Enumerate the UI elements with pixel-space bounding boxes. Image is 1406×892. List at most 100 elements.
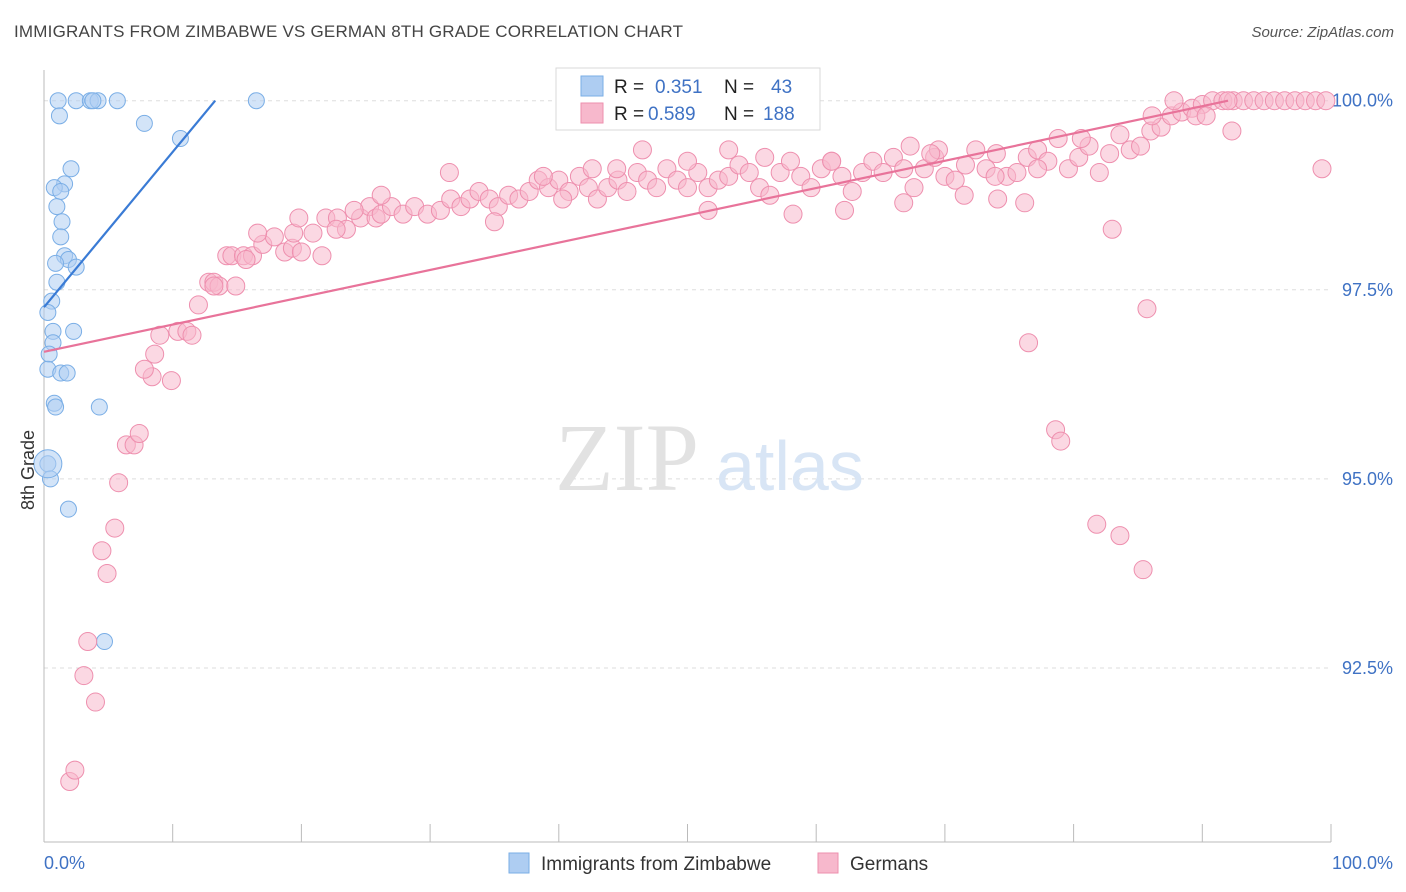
germans-point — [1110, 125, 1130, 145]
germans-point — [248, 223, 268, 243]
zimbabwe-trend-line — [43, 99, 217, 308]
chart-source: Source: ZipAtlas.com — [1251, 24, 1394, 41]
germans-point — [264, 227, 284, 247]
watermark-zip: ZIP — [555, 404, 699, 511]
germans-point — [1110, 526, 1130, 546]
germans-point — [1089, 163, 1109, 183]
germans-point — [1137, 299, 1157, 319]
germans-point — [842, 181, 862, 201]
zimbabwe-point — [90, 398, 108, 416]
zimbabwe-point — [95, 633, 113, 651]
chart-title: IMMIGRANTS FROM ZIMBABWE VS GERMAN 8TH G… — [14, 22, 684, 41]
germans-point — [607, 159, 627, 179]
germans-point — [986, 144, 1006, 164]
legend-swatch-blue — [580, 75, 604, 97]
zimbabwe-point — [52, 182, 70, 200]
zimbabwe-point — [48, 198, 66, 216]
germans-point — [326, 219, 346, 239]
zimbabwe-point — [47, 398, 65, 416]
y-tick-label: 92.5% — [1342, 658, 1393, 678]
germans-point — [894, 193, 914, 213]
germans-point — [985, 166, 1005, 186]
germans-point — [1196, 106, 1216, 126]
germans-point — [945, 170, 965, 190]
germans-trend-line — [43, 99, 1229, 353]
germans-point — [289, 208, 309, 228]
germans-point — [226, 276, 246, 296]
series-legend-label-zimbabwe: Immigrants from Zimbabwe — [541, 854, 771, 875]
legend-r-label-1: R = — [614, 77, 644, 98]
germans-point — [484, 212, 504, 232]
germans-point — [129, 424, 149, 444]
y-tick-label: 100.0% — [1332, 91, 1393, 111]
series-legend-swatch-germans — [817, 852, 839, 874]
y-axis-label: 8th Grade — [18, 430, 38, 510]
germans-point — [182, 325, 202, 345]
zimbabwe-point — [53, 213, 71, 231]
series-legend-swatch-zimbabwe — [508, 852, 530, 874]
germans-point — [988, 189, 1008, 209]
germans-point — [1312, 159, 1332, 179]
series-legend-label-germans: Germans — [850, 854, 928, 875]
legend-r-label-2: R = — [614, 104, 644, 125]
germans-point — [291, 242, 311, 262]
germans-point — [1087, 514, 1107, 534]
germans-point — [371, 185, 391, 205]
zimbabwe-point — [50, 107, 68, 125]
germans-point — [900, 136, 920, 156]
zimbabwe-point — [52, 228, 70, 246]
y-tick-label: 95.0% — [1342, 469, 1393, 489]
zimbabwe-point — [62, 160, 80, 178]
germans-point — [1316, 91, 1336, 111]
germans-point — [78, 632, 98, 652]
germans-point — [632, 140, 652, 160]
germans-point — [109, 473, 129, 493]
stats-legend: R = 0.351 N = 43 R = 0.589 N = 188 — [555, 67, 821, 131]
germans-point — [1164, 91, 1184, 111]
germans-point — [582, 159, 602, 179]
x-tick-label: 0.0% — [44, 853, 85, 873]
watermark-atlas: atlas — [716, 427, 864, 505]
germans-point — [755, 147, 775, 167]
germans-point — [1071, 129, 1091, 149]
germans-point — [74, 666, 94, 686]
germans-point — [1133, 560, 1153, 580]
y-tick-label: 97.5% — [1342, 280, 1393, 300]
germans-point — [97, 563, 117, 583]
germans-point — [1007, 163, 1027, 183]
germans-point — [344, 200, 364, 220]
germans-point — [161, 371, 181, 391]
germans-point — [760, 185, 780, 205]
trend-lines — [43, 99, 1229, 353]
legend-swatch-pink — [580, 102, 604, 124]
germans-point — [647, 178, 667, 198]
legend-n-value-2: 188 — [763, 104, 795, 125]
zimbabwe-point — [247, 92, 265, 110]
germans-point — [921, 144, 941, 164]
germans-point — [303, 223, 323, 243]
legend-n-label-2: N = — [724, 104, 754, 125]
zimbabwe-point — [33, 449, 63, 479]
legend-r-value-2: 0.589 — [648, 104, 696, 125]
germans-point — [145, 344, 165, 364]
germans-point — [134, 359, 154, 379]
germans-point — [780, 151, 800, 171]
legend-n-value-1: 43 — [771, 77, 792, 98]
germans-point — [312, 246, 332, 266]
zimbabwe-point — [49, 92, 67, 110]
germans-point — [188, 295, 208, 315]
zimbabwe-point — [67, 92, 85, 110]
watermark: ZIP atlas — [555, 404, 864, 511]
germans-point — [719, 140, 739, 160]
zimbabwe-point — [108, 92, 126, 110]
germans-point — [822, 151, 842, 171]
germans-point — [533, 166, 553, 186]
germans-point — [835, 200, 855, 220]
zimbabwe-point — [47, 254, 65, 272]
legend-n-label-1: N = — [724, 77, 754, 98]
zimbabwe-point — [48, 273, 66, 291]
germans-point — [85, 692, 105, 712]
germans-point — [65, 760, 85, 780]
germans-point — [92, 541, 112, 561]
germans-point — [204, 276, 224, 296]
